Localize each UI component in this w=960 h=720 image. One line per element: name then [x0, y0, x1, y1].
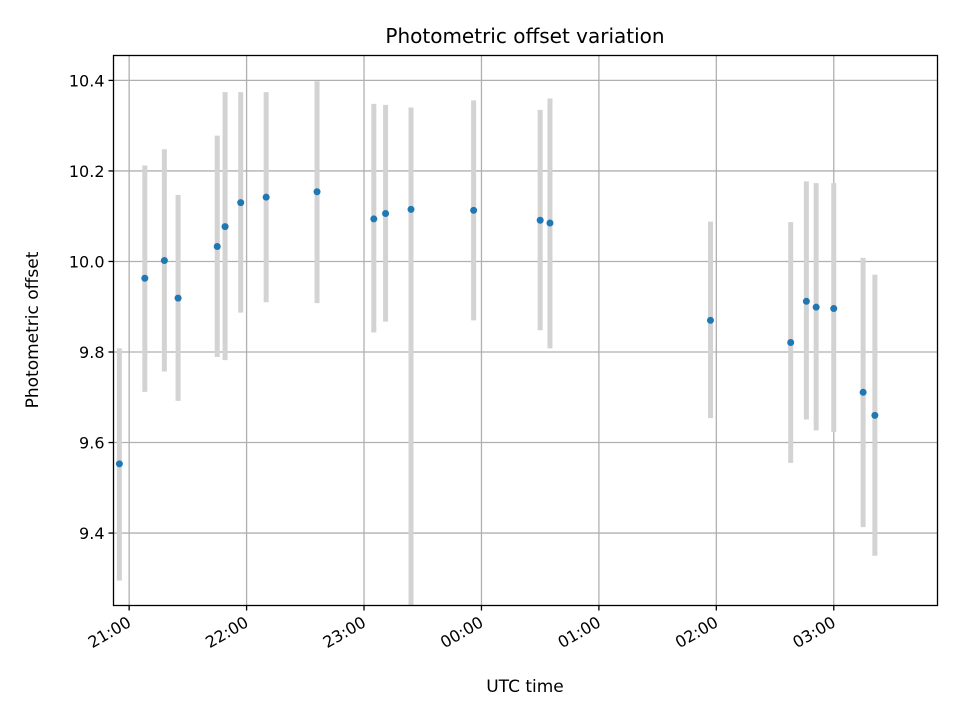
data-point	[812, 303, 820, 311]
y-tick-label: 9.6	[79, 434, 104, 453]
data-point	[213, 243, 221, 251]
error-bars	[116, 81, 878, 606]
data-point	[706, 316, 714, 324]
x-tick-label: 01:00	[554, 613, 603, 653]
data-point	[871, 411, 879, 419]
data-point	[141, 274, 149, 282]
x-tick-label: 03:00	[789, 613, 838, 653]
y-tick-label: 9.8	[79, 343, 104, 362]
x-tick-label: 00:00	[437, 613, 486, 653]
chart-title: Photometric offset variation	[385, 24, 664, 48]
data-point	[174, 294, 182, 302]
data-point	[262, 193, 270, 201]
data-point	[221, 223, 229, 231]
data-point	[407, 205, 415, 213]
data-point	[470, 206, 478, 214]
plot-frame	[112, 54, 939, 607]
y-tick-label: 10.2	[69, 162, 105, 181]
data-point	[787, 338, 795, 346]
data-point	[160, 257, 168, 265]
data-point	[370, 215, 378, 223]
data-points	[115, 188, 879, 468]
data-point	[546, 219, 554, 227]
axis-ticks: 21:00 22:00 23:00 00:00 01:00 02:00 03:00 9.4 9.…	[69, 71, 839, 652]
data-point	[237, 199, 245, 207]
x-tick-label: 21:00	[85, 613, 134, 653]
data-point	[830, 305, 838, 313]
data-point	[382, 209, 390, 217]
x-tick-label: 23:00	[320, 613, 369, 653]
grid-lines	[113, 55, 938, 606]
data-point	[536, 216, 544, 224]
x-axis-label: UTC time	[486, 677, 564, 697]
data-point	[313, 188, 321, 196]
y-tick-label: 9.4	[79, 524, 104, 543]
x-tick-label: 22:00	[202, 613, 251, 653]
x-tick-label: 02:00	[672, 613, 721, 653]
y-axis-label: Photometric offset	[23, 251, 43, 408]
data-point	[802, 297, 810, 305]
data-point	[859, 388, 867, 396]
y-tick-label: 10.4	[69, 71, 105, 90]
y-tick-label: 10.0	[69, 252, 105, 271]
data-point	[115, 460, 123, 468]
